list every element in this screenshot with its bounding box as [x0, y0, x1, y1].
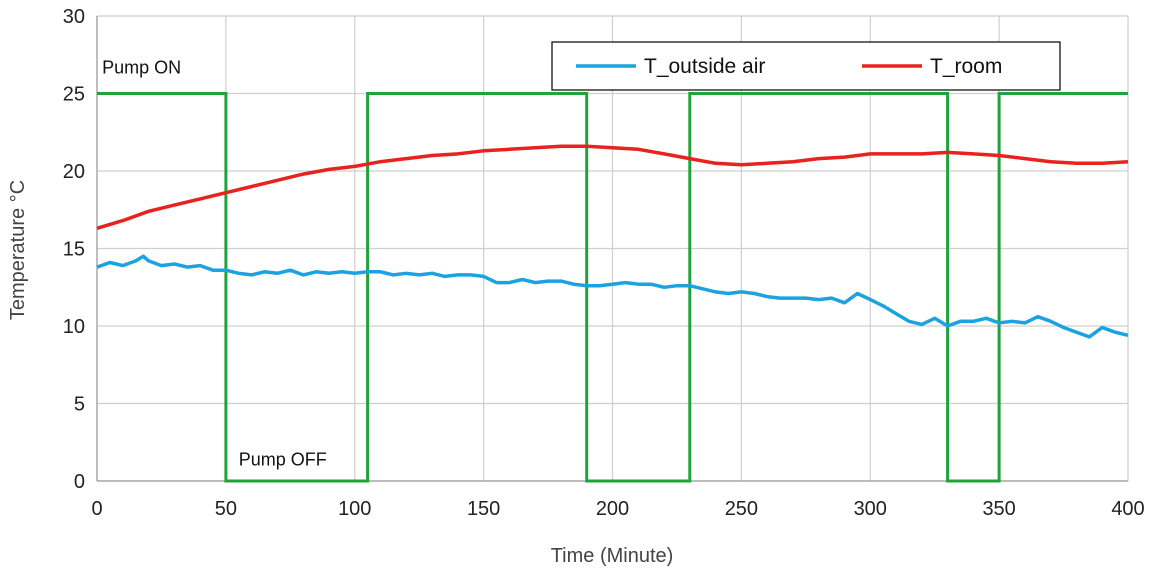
- data-lines: [96, 92, 1129, 483]
- x-tick-label: 100: [338, 498, 371, 520]
- x-tick-label: 300: [854, 498, 887, 520]
- series-line-outside-air: [96, 254, 1129, 339]
- x-tick-label: 0: [91, 498, 102, 520]
- y-tick-labels: 0 5 10 15 20 25 30: [63, 6, 85, 493]
- y-tick-label: 0: [74, 471, 85, 493]
- x-tick-label: 400: [1111, 498, 1144, 520]
- annotation-pump-off: Pump OFF: [239, 450, 327, 470]
- y-tick-label: 5: [74, 394, 85, 416]
- y-tick-label: 30: [63, 6, 85, 28]
- y-tick-label: 25: [63, 84, 85, 106]
- series-line-room: [96, 144, 1129, 230]
- annotation-pump-on: Pump ON: [102, 57, 181, 77]
- legend-box: [551, 41, 1061, 91]
- legend: T_outside air T_room: [551, 41, 1061, 91]
- y-tick-label: 20: [63, 161, 85, 183]
- y-tick-label: 15: [63, 239, 85, 261]
- x-tick-label: 200: [596, 498, 629, 520]
- series-line-pump-signal: [97, 92, 1128, 483]
- x-tick-label: 150: [467, 498, 500, 520]
- x-tick-labels: 0 50 100 150 200 250 300 350 400: [91, 498, 1144, 520]
- legend-label-outside-air: T_outside air: [644, 55, 765, 78]
- legend-label-room: T_room: [930, 55, 1002, 78]
- x-axis-title: Time (Minute): [551, 545, 674, 567]
- y-axis-title: Temperature °C: [7, 180, 29, 320]
- x-tick-label: 250: [725, 498, 758, 520]
- x-tick-label: 50: [215, 498, 237, 520]
- y-tick-label: 10: [63, 316, 85, 338]
- x-tick-label: 350: [982, 498, 1015, 520]
